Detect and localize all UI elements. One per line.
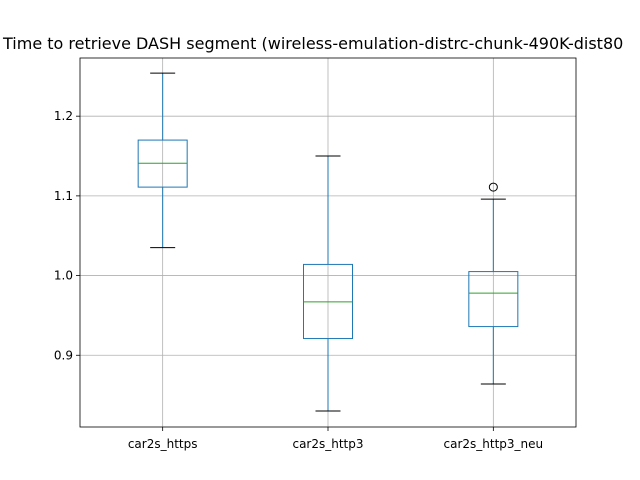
x-tick-label: car2s_http3_neu (444, 437, 544, 451)
x-tick-label: car2s_http3 (292, 437, 363, 451)
box-car2s_https (137, 72, 188, 249)
y-tick-label: 1.0 (54, 269, 73, 283)
iqr-box (468, 271, 519, 328)
box-car2s_http3_neu (468, 182, 519, 385)
box-series (137, 72, 519, 412)
y-tick-label: 1.1 (54, 189, 73, 203)
chart-title: Time to retrieve DASH segment (wireless-… (2, 34, 623, 53)
y-tick-label: 0.9 (54, 348, 73, 362)
x-tick-label: car2s_https (128, 437, 198, 451)
box-car2s_http3 (303, 155, 353, 412)
outlier-point (488, 182, 498, 192)
axes: 0.9 1.0 1.1 1.2 car2s_https car2s_http3 car2s_… (54, 57, 577, 451)
y-tick-label: 1.2 (54, 109, 73, 123)
